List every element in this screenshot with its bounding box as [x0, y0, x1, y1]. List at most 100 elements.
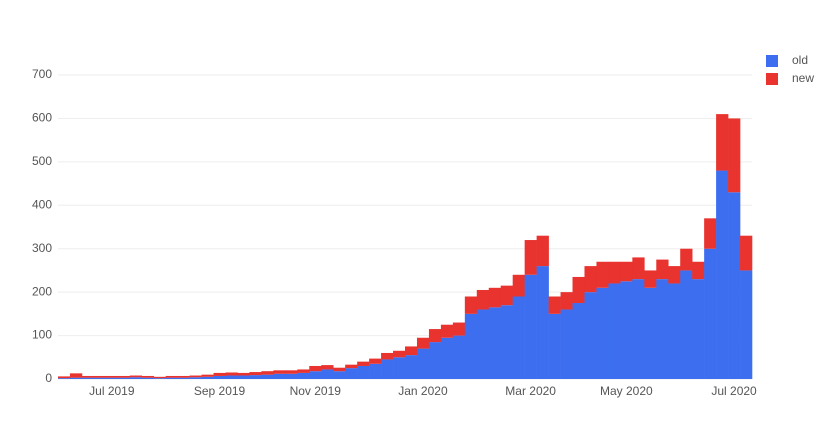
bar-segment — [512, 296, 525, 379]
bar-segment — [405, 346, 418, 356]
bar-segment — [261, 371, 274, 375]
bar-segment — [596, 287, 609, 379]
bar-segment — [129, 375, 143, 378]
bar-segment — [249, 372, 262, 376]
bar-segment — [740, 235, 753, 271]
bar-segment — [716, 170, 729, 379]
y-tick-label: 0 — [45, 371, 52, 385]
bar-segment — [584, 292, 597, 379]
bar-segment — [285, 370, 298, 374]
bar-segment — [524, 274, 537, 379]
bar-segment — [297, 369, 310, 373]
x-tick-label: Nov 2019 — [290, 384, 342, 398]
bar-segment — [500, 285, 513, 306]
bar-segment — [81, 377, 95, 379]
bar-segment — [153, 376, 166, 379]
bar-segment — [261, 374, 274, 379]
bar-segment — [584, 266, 597, 293]
bar-segment — [273, 373, 286, 379]
bar-segment — [668, 283, 681, 379]
bar-segment — [105, 375, 119, 378]
bar-segment — [476, 309, 490, 379]
bar-segment — [165, 375, 178, 378]
y-tick-label: 200 — [32, 284, 52, 298]
bar-segment — [249, 375, 262, 379]
bar-segment — [572, 303, 585, 379]
bar-segment — [644, 287, 657, 379]
bar-segment — [381, 359, 394, 379]
bar-segment — [321, 369, 334, 379]
y-tick-label: 500 — [32, 154, 52, 168]
bar-segment — [213, 375, 226, 379]
bar-segment — [644, 270, 657, 288]
legend-label: new — [792, 71, 814, 85]
y-tick-label: 700 — [32, 67, 52, 81]
bar-segment — [464, 296, 478, 314]
bar-segment — [488, 287, 502, 308]
bar-segment — [428, 342, 442, 379]
bar-segment — [728, 192, 741, 379]
bar-segment — [369, 363, 382, 379]
bar-segment — [141, 377, 155, 379]
legend-swatch — [766, 55, 778, 67]
bar-segment — [716, 114, 729, 171]
bar-segment — [237, 375, 250, 379]
bar-segment — [201, 374, 214, 377]
bar-segment — [345, 368, 358, 379]
x-tick-label: Jul 2019 — [89, 384, 135, 398]
bar-segment — [536, 235, 549, 267]
bar-segment — [309, 365, 322, 372]
x-tick-label: Jul 2020 — [711, 384, 757, 398]
bar-segment — [93, 375, 107, 378]
bar-segment — [428, 329, 442, 343]
bar-segment — [285, 373, 298, 379]
legend-swatch — [766, 73, 778, 85]
y-tick-label: 400 — [32, 197, 52, 211]
bar-segment — [225, 372, 238, 376]
bar-segment — [572, 276, 585, 304]
bar-segment — [105, 377, 119, 379]
bar-segment — [464, 313, 478, 379]
bar-segment — [440, 337, 454, 379]
bar-segment — [369, 358, 382, 364]
bar-segment — [357, 365, 370, 379]
bar-segment — [452, 335, 466, 379]
bar-segment — [536, 266, 549, 379]
bar-segment — [416, 337, 430, 349]
bar-segment — [309, 371, 322, 379]
bar-segment — [58, 376, 71, 379]
legend-label: old — [792, 53, 808, 67]
y-tick-label: 100 — [32, 328, 52, 342]
bar-segment — [201, 376, 214, 379]
bar-segment — [381, 352, 394, 360]
bar-segment — [740, 270, 753, 379]
x-tick-label: Sep 2019 — [194, 384, 246, 398]
x-tick-label: Mar 2020 — [505, 384, 556, 398]
bar-segment — [141, 375, 155, 378]
bar-segment — [512, 274, 525, 297]
bar-segment — [524, 240, 537, 275]
bar-segment — [608, 283, 621, 379]
bar-segment — [153, 378, 166, 379]
bar-segment — [728, 118, 741, 193]
bar-segment — [117, 375, 131, 378]
bar-segment — [440, 324, 454, 338]
bar-segment — [704, 248, 717, 379]
y-tick-label: 600 — [32, 111, 52, 125]
bar-segment — [225, 375, 238, 379]
bar-segment — [93, 377, 107, 379]
bar-segment — [213, 372, 226, 376]
bar-segment — [596, 261, 609, 288]
bar-segment — [273, 370, 286, 374]
bar-segment — [488, 307, 502, 379]
y-tick-label: 300 — [32, 241, 52, 255]
bar-segment — [393, 357, 406, 379]
bar-segment — [680, 270, 693, 379]
bar-segment — [608, 261, 621, 284]
bar-segment — [632, 257, 645, 280]
bar-segment — [165, 377, 178, 379]
bar-segment — [129, 377, 143, 379]
bar-segment — [632, 279, 645, 379]
bar-segment — [500, 305, 513, 379]
